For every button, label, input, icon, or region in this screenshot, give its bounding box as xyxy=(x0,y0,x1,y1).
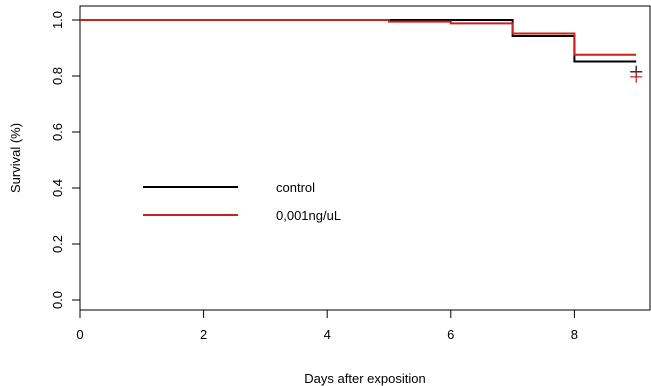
series-line-1 xyxy=(80,19,637,63)
series-layer xyxy=(80,19,643,83)
legend-label-2: 0,001ng/uL xyxy=(276,208,341,223)
y-axis: 0.0 0.2 0.4 0.6 0.8 1.0 xyxy=(50,11,81,309)
x-axis: 0 2 4 6 8 xyxy=(76,309,578,342)
series-line-2 xyxy=(80,19,637,56)
y-tick-label: 0.6 xyxy=(50,123,65,141)
x-tick-label: 4 xyxy=(324,327,331,342)
x-axis-label: Days after exposition xyxy=(304,371,425,386)
x-tick-label: 0 xyxy=(76,327,83,342)
y-tick-label: 0.0 xyxy=(50,291,65,309)
legend: control 0,001ng/uL xyxy=(143,180,341,223)
y-axis-label: Survival (%) xyxy=(8,123,23,193)
x-tick-label: 2 xyxy=(200,327,207,342)
plot-frame xyxy=(79,5,651,311)
x-tick-label: 6 xyxy=(447,327,454,342)
y-tick-label: 0.2 xyxy=(50,235,65,253)
y-tick-label: 0.4 xyxy=(50,179,65,197)
y-tick-label: 1.0 xyxy=(50,11,65,29)
y-tick-label: 0.8 xyxy=(50,67,65,85)
x-tick-label: 8 xyxy=(571,327,578,342)
legend-label-1: control xyxy=(276,180,315,195)
